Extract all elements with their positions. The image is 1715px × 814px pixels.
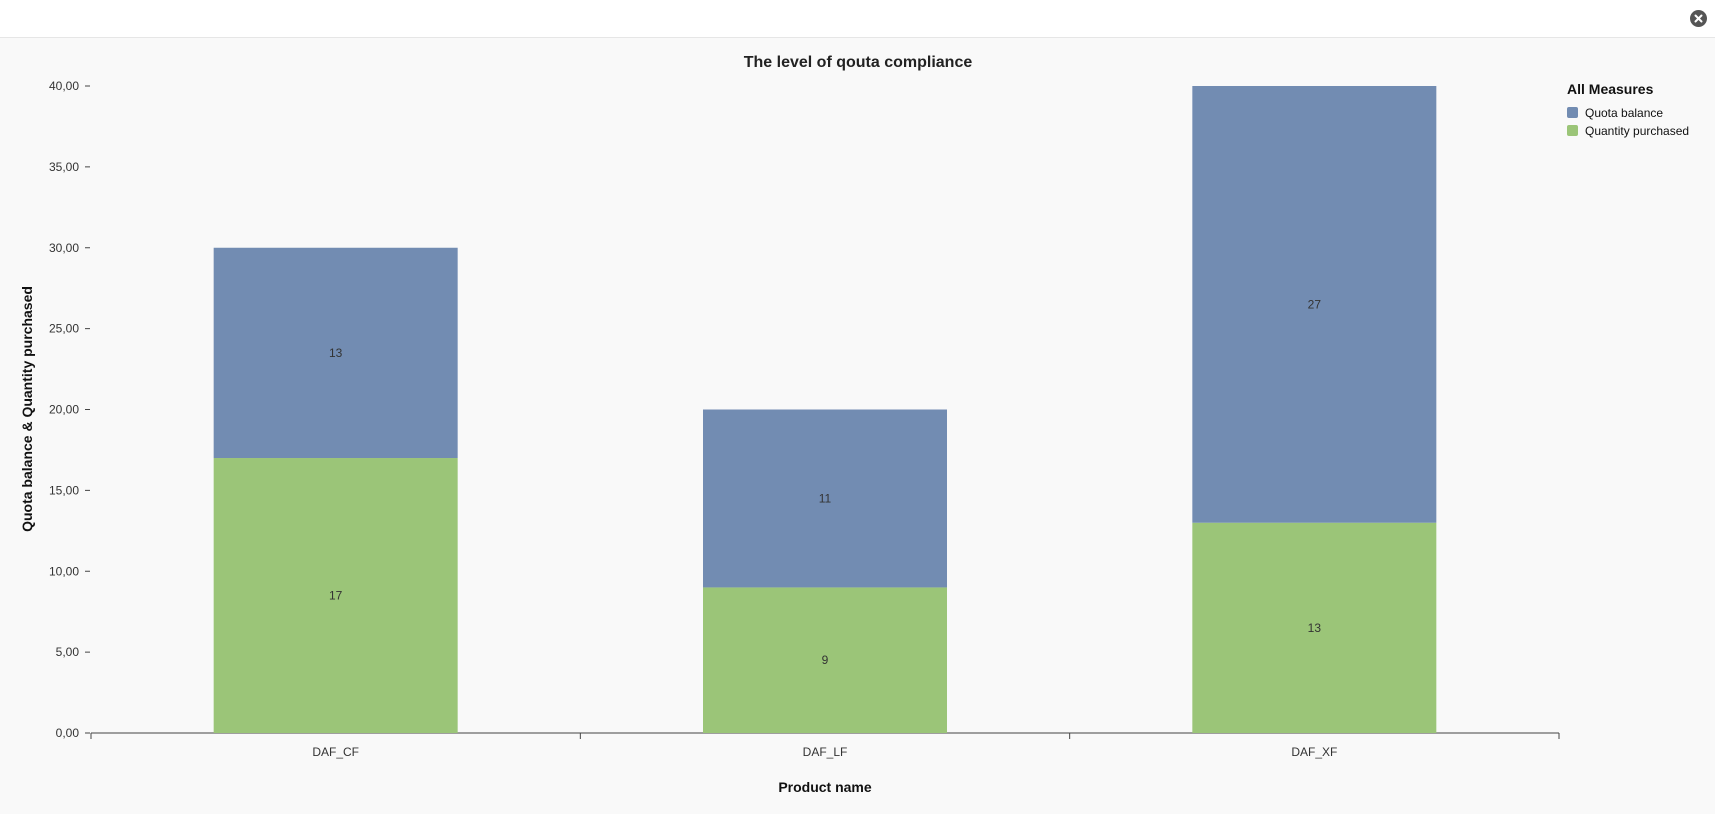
x-axis-label: Product name	[778, 779, 872, 795]
legend-entry: Quantity purchased	[1585, 124, 1689, 138]
y-tick-label: 20,00	[49, 403, 79, 417]
data-label: 11	[819, 491, 832, 505]
bar-segment	[703, 587, 947, 733]
bar-segment	[1192, 522, 1437, 733]
x-tick-label: DAF_LF	[803, 745, 848, 759]
y-tick-label: 15,00	[49, 483, 79, 497]
x-tick-label: DAF_XF	[1291, 745, 1337, 759]
close-button[interactable]	[1690, 10, 1707, 27]
legend-entry: Quota balance	[1585, 106, 1663, 120]
y-tick-label: 30,00	[49, 241, 79, 255]
bar-segment	[703, 409, 947, 588]
data-label: 13	[329, 346, 343, 360]
plot-area: 0,00 5,00 10,00 15,00 20,00 25,00 30,00 35,00 40…	[49, 79, 1560, 759]
y-tick-label: 0,00	[56, 726, 80, 740]
y-tick-label: 40,00	[49, 79, 79, 93]
bar-segment	[213, 458, 458, 733]
legend-swatch	[1567, 107, 1578, 118]
legend-swatch	[1567, 125, 1578, 136]
data-label: 9	[822, 653, 829, 667]
y-tick-label: 5,00	[56, 645, 80, 659]
legend-title: All Measures	[1567, 81, 1654, 97]
data-label: 13	[1308, 621, 1322, 635]
chart-title: The level of qouta compliance	[744, 54, 973, 71]
legend: All Measures Quota balance Quantity purcha…	[1567, 81, 1689, 138]
bar-segment	[213, 247, 458, 459]
bar-segment	[1192, 86, 1437, 523]
y-axis-label: Quota balance & Quantity purchased	[19, 286, 35, 532]
close-icon	[1694, 14, 1703, 23]
x-tick-label: DAF_CF	[312, 745, 359, 759]
data-label: 27	[1308, 297, 1322, 311]
y-tick-label: 25,00	[49, 322, 79, 336]
data-label: 17	[329, 589, 343, 603]
y-tick-label: 10,00	[49, 564, 79, 578]
y-tick-label: 35,00	[49, 160, 79, 174]
top-bar	[0, 0, 1715, 38]
